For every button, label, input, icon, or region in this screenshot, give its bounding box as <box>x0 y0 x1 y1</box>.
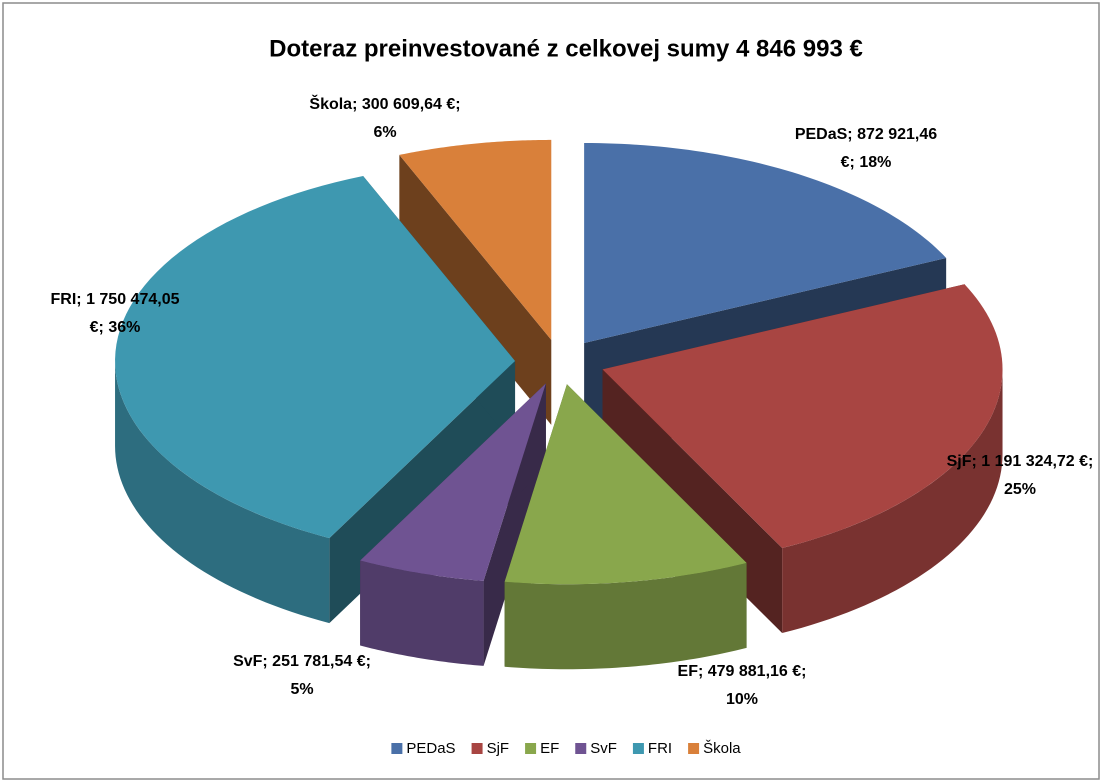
slice <box>360 383 546 581</box>
slice <box>504 384 747 585</box>
legend-label: PEDaS <box>406 740 455 757</box>
slice-outer-side <box>782 369 1003 634</box>
slice-outer-side <box>504 562 747 670</box>
data-label: PEDaS; 872 921,46 €; 18% <box>795 126 937 171</box>
data-label: Škola; 300 609,64 €; 6% <box>309 94 460 141</box>
chart-title: Doteraz preinvestované z celkovej sumy 4… <box>269 35 863 62</box>
legend-swatch <box>688 743 700 754</box>
slice <box>115 175 516 539</box>
slice-outer-side <box>115 360 330 624</box>
legend-label: SjF <box>487 740 510 757</box>
legend-swatch <box>575 743 587 754</box>
legend-label: FRI <box>648 740 672 757</box>
slice <box>399 139 552 340</box>
pie <box>115 139 1003 670</box>
data-label: SjF; 1 191 324,72 €; 25% <box>947 453 1094 498</box>
legend-swatch <box>525 743 537 754</box>
data-label: EF; 479 881,16 €; 10% <box>678 663 807 708</box>
legend: PEDaS SjF EF SvF FRI Škola <box>391 740 741 757</box>
legend-label: SvF <box>590 740 617 757</box>
legend-label: Škola <box>703 740 741 757</box>
data-label: SvF; 251 781,54 €; 5% <box>233 653 371 698</box>
legend-swatch <box>391 743 403 754</box>
slice-outer-side <box>360 560 484 666</box>
legend-swatch <box>471 743 483 754</box>
data-labels: PEDaS; 872 921,46 €; 18% SjF; 1 191 324,72… <box>51 94 1094 708</box>
slice-cut-side <box>399 154 552 425</box>
legend-swatch <box>632 743 644 754</box>
legend-label: EF <box>540 740 559 757</box>
slice <box>584 143 947 344</box>
data-label: FRI; 1 750 474,05 €; 36% <box>51 291 180 336</box>
slice <box>602 284 1003 549</box>
